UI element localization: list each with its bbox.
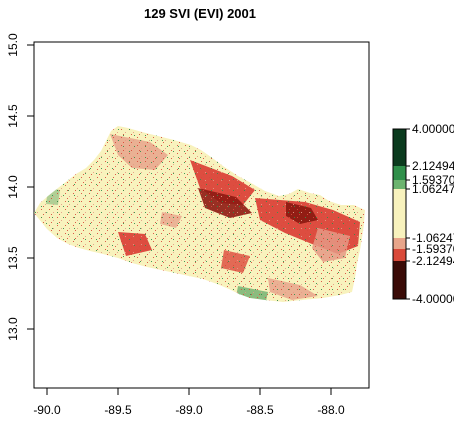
plot-frame (33, 41, 370, 389)
legend-label: 1.06247 (412, 182, 454, 196)
y-tick-label: 14.0 (6, 175, 20, 199)
y-tick-label: 14.5 (6, 104, 20, 128)
legend-label: 4.00000 (412, 122, 454, 136)
legend-label: 2.12494 (412, 159, 454, 173)
legend-bin (393, 249, 406, 261)
legend-label: -1.06247 (412, 231, 454, 245)
y-tick-label: 13.5 (6, 246, 20, 270)
y-axis: 13.0 13.5 14.0 14.5 15.0 (6, 33, 34, 341)
legend: 4.00000 2.12494 1.59370 1.06247 -1.06247… (392, 122, 454, 306)
legend-bin (393, 166, 406, 180)
legend-bin (393, 189, 406, 238)
legend-bin (393, 238, 406, 249)
legend-bin (393, 261, 406, 299)
x-tick-label: -88.5 (246, 403, 274, 417)
chart-title: 129 SVI (EVI) 2001 (143, 6, 256, 21)
legend-bin (393, 180, 406, 189)
legend-label: -1.59370 (412, 242, 454, 256)
legend-label: -4.00000 (412, 292, 454, 306)
y-tick-label: 13.0 (6, 317, 20, 341)
country-map (34, 126, 365, 302)
x-tick-label: -89.5 (104, 403, 132, 417)
legend-label: 1.59370 (412, 173, 454, 187)
x-tick-label: -89.0 (175, 403, 203, 417)
y-tick-label: 15.0 (6, 33, 20, 57)
legend-label: -2.12494 (412, 254, 454, 268)
x-tick-label: -88.0 (317, 403, 345, 417)
legend-frame (392, 128, 407, 300)
speckle-green-layer (34, 126, 365, 302)
x-tick-label: -90.0 (33, 403, 61, 417)
x-axis: -90.0 -89.5 -89.0 -88.5 -88.0 (33, 388, 345, 417)
legend-bin (393, 129, 406, 166)
